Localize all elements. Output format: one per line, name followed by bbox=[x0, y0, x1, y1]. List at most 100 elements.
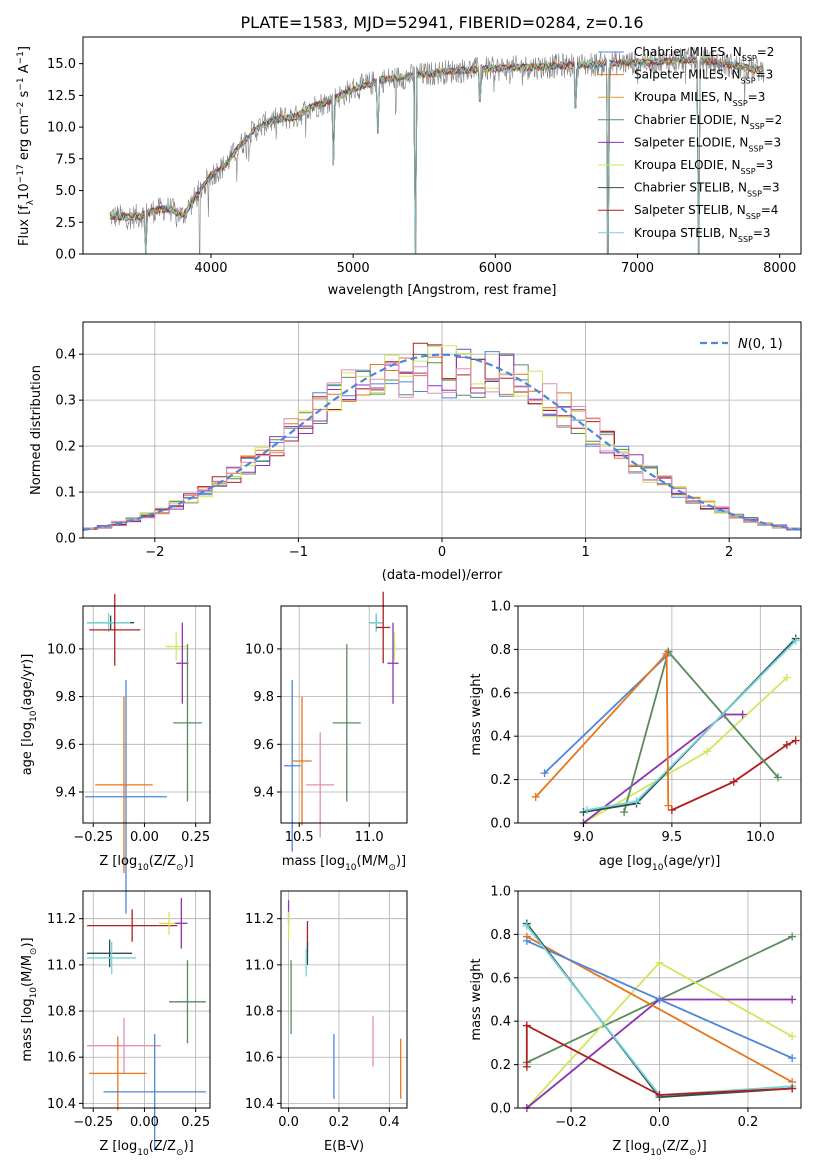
spectrum-ytick-label: 12.5 bbox=[47, 89, 76, 104]
mass-weight-point-marker bbox=[774, 773, 783, 782]
observed-spectrum-line bbox=[109, 47, 765, 255]
mass-weight-vs-metallicity-panel: −0.2 0.0 0.2 0.0 0.2 0.4 0.6 0.8 1.0 Z [log10(Z/Z… bbox=[469, 885, 802, 1158]
mass-weight-point-marker bbox=[662, 649, 671, 658]
residual-xtick-label: −2 bbox=[145, 545, 164, 560]
legend-entry: Salpeter ELODIE, NSSP=3 bbox=[634, 135, 781, 153]
mass-vs-metallicity-plot-area bbox=[87, 897, 206, 1150]
spectrum-xtick-label: 6000 bbox=[479, 261, 512, 276]
spectrum-ytick-label: 2.5 bbox=[55, 216, 76, 231]
residual-ytick-label: 0.4 bbox=[55, 348, 76, 363]
legend-entry: Kroupa STELIB, NSSP=3 bbox=[634, 226, 771, 244]
residual-plot-area bbox=[82, 342, 802, 538]
mass-weight-point-marker bbox=[522, 1062, 531, 1071]
mass-vs-metallicity-ytick-label: 10.6 bbox=[47, 1051, 76, 1066]
mass-weight-point-marker bbox=[522, 936, 531, 945]
spectrum-xtick-label: 8000 bbox=[763, 261, 796, 276]
mass-weight-vs-age-ytick-label: 0.2 bbox=[490, 773, 511, 788]
mass-weight-vs-metallicity-ytick-label: 0.4 bbox=[490, 1015, 511, 1030]
age-vs-mass-panel: 10.5 11.0 9.4 9.6 9.8 10.0 mass [log10(M/M⊙)] bbox=[245, 591, 408, 873]
mass-weight-point-marker bbox=[788, 1054, 797, 1063]
residual-xlabel: (data-model)/error bbox=[382, 568, 503, 583]
model-spectrum-line bbox=[109, 56, 764, 255]
age-vs-mass-ytick-label: 9.8 bbox=[253, 690, 274, 705]
mass-weight-point-marker bbox=[522, 1021, 531, 1030]
residual-ytick-label: 0.0 bbox=[55, 532, 76, 547]
spectrum-panel: 4000 5000 6000 7000 8000 0.0 2.5 5.0 7.5 10.0 12.5… bbox=[16, 36, 802, 298]
residual-histogram-panel: −2 −1 0 1 2 0.0 0.1 0.2 0.3 0.4 N(0, 1) (data-model… bbox=[29, 321, 802, 583]
legend-gaussian-label: N(0, 1) bbox=[738, 337, 783, 352]
legend-entry: Salpeter MILES, NSSP=3 bbox=[634, 68, 773, 86]
residual-histogram-step bbox=[82, 362, 802, 538]
spectrum-ylabel: Flux [fλ10−17 erg cm−2 s−1 A−1] bbox=[16, 46, 36, 246]
mass-weight-point-marker bbox=[703, 747, 712, 756]
age-vs-metallicity-plot-area bbox=[85, 594, 202, 914]
age-vs-mass-ytick-label: 9.4 bbox=[253, 786, 274, 801]
age-vs-mass-frame bbox=[280, 605, 408, 824]
mass-weight-vs-metallicity-ytick-label: 0.0 bbox=[490, 1102, 511, 1117]
mass-weight-vs-metallicity-ylabel: mass weight bbox=[469, 958, 484, 1040]
age-vs-mass-xlabel: mass [log10(M/M⊙)] bbox=[282, 854, 406, 873]
mass-vs-metallicity-xtick-label: 0.00 bbox=[130, 1115, 159, 1130]
spectrum-xlabel: wavelength [Angstrom, rest frame] bbox=[328, 283, 557, 298]
mass-weight-vs-metallicity-ytick-label: 0.8 bbox=[490, 928, 511, 943]
age-vs-metallicity-xtick-label: 0.00 bbox=[130, 830, 159, 845]
legend-entry: Chabrier ELODIE, NSSP=2 bbox=[634, 113, 782, 131]
mass-vs-extinction-ytick-label: 10.4 bbox=[245, 1097, 274, 1112]
mass-weight-series-line bbox=[623, 651, 670, 813]
residual-ytick-label: 0.3 bbox=[55, 394, 76, 409]
mass-weight-vs-metallicity-ytick-label: 0.6 bbox=[490, 971, 511, 986]
mass-weight-vs-metallicity-ytick-label: 0.2 bbox=[490, 1058, 511, 1073]
mass-vs-extinction-panel: 0.0 0.2 0.4 10.4 10.6 10.8 11.0 11.2 E(B-V) bbox=[245, 890, 408, 1154]
mass-vs-extinction-xlabel: E(B-V) bbox=[324, 1139, 364, 1154]
mass-weight-point-marker bbox=[582, 805, 591, 814]
residual-xtick-label: 2 bbox=[725, 545, 733, 560]
spectrum-frame bbox=[82, 36, 802, 255]
mass-weight-point-marker bbox=[788, 995, 797, 1004]
age-vs-metallicity-panel: −0.25 0.00 0.25 9.4 9.6 9.8 10.0 Z [log10(Z/Z⊙)… bbox=[20, 594, 211, 914]
mass-weight-point-marker bbox=[531, 792, 540, 801]
residual-ytick-label: 0.1 bbox=[55, 486, 76, 501]
mass-vs-extinction-ytick-label: 10.6 bbox=[245, 1051, 274, 1066]
mass-weight-vs-age-ytick-label: 0.4 bbox=[490, 730, 511, 745]
mass-vs-extinction-ytick-label: 10.8 bbox=[245, 1005, 274, 1020]
mass-vs-extinction-ytick-label: 11.0 bbox=[245, 958, 274, 973]
mass-weight-point-marker bbox=[540, 769, 549, 778]
mass-weight-vs-metallicity-xtick-label: −0.2 bbox=[555, 1115, 587, 1130]
mass-vs-metallicity-xtick-label: 0.25 bbox=[181, 1115, 210, 1130]
mass-weight-vs-age-plot-area bbox=[531, 634, 800, 827]
spectrum-ytick-label: 10.0 bbox=[47, 121, 76, 136]
legend-entry: Kroupa MILES, NSSP=3 bbox=[634, 90, 765, 108]
spectrum-xtick-label: 7000 bbox=[621, 261, 654, 276]
mass-weight-point-marker bbox=[655, 1090, 664, 1099]
spectrum-ytick-label: 5.0 bbox=[55, 184, 76, 199]
mass-weight-point-marker bbox=[791, 736, 800, 745]
mass-vs-metallicity-panel: −0.25 0.00 0.25 10.4 10.6 10.8 11.0 11.2 Z [log1… bbox=[20, 890, 211, 1158]
age-vs-metallicity-ytick-label: 9.8 bbox=[55, 690, 76, 705]
mass-weight-vs-age-xlabel: age [log10(age/yr)] bbox=[599, 854, 721, 873]
mass-weight-vs-age-ytick-label: 0.8 bbox=[490, 643, 511, 658]
gaussian-reference-curve bbox=[82, 353, 802, 531]
age-vs-mass-ytick-label: 10.0 bbox=[245, 642, 274, 657]
mass-weight-vs-age-ytick-label: 1.0 bbox=[490, 600, 511, 615]
residual-ylabel: Normed distribution bbox=[29, 365, 44, 495]
mass-weight-vs-age-xtick-label: 9.5 bbox=[662, 830, 683, 845]
mass-vs-extinction-xtick-label: 0.4 bbox=[379, 1115, 400, 1130]
mass-weight-vs-metallicity-xlabel: Z [log10(Z/Z⊙)] bbox=[612, 1139, 706, 1158]
mass-weight-point-marker bbox=[791, 636, 800, 645]
age-vs-metallicity-ytick-label: 9.4 bbox=[55, 786, 76, 801]
mass-vs-extinction-xtick-label: 0.2 bbox=[329, 1115, 350, 1130]
mass-weight-series-line bbox=[671, 739, 797, 811]
legend-entry: Kroupa ELODIE, NSSP=3 bbox=[634, 158, 773, 176]
mass-vs-metallicity-xlabel: Z [log10(Z/Z⊙)] bbox=[99, 1139, 193, 1158]
legend-entry: Chabrier STELIB, NSSP=3 bbox=[634, 181, 780, 199]
mass-weight-point-marker bbox=[655, 995, 664, 1004]
spectrum-xtick-label: 4000 bbox=[194, 261, 227, 276]
mass-vs-metallicity-ylabel: mass [log10(M/M⊙)] bbox=[20, 937, 39, 1061]
mass-weight-vs-age-panel: 9.0 9.5 10.0 0.0 0.2 0.4 0.6 0.8 1.0 age [log10(a… bbox=[469, 600, 802, 873]
age-vs-metallicity-xlabel: Z [log10(Z/Z⊙)] bbox=[99, 854, 193, 873]
age-vs-mass-xtick-label: 10.5 bbox=[285, 830, 314, 845]
mass-weight-point-marker bbox=[632, 797, 641, 806]
mass-vs-metallicity-frame bbox=[82, 890, 211, 1109]
age-vs-metallicity-ytick-label: 9.6 bbox=[55, 738, 76, 753]
